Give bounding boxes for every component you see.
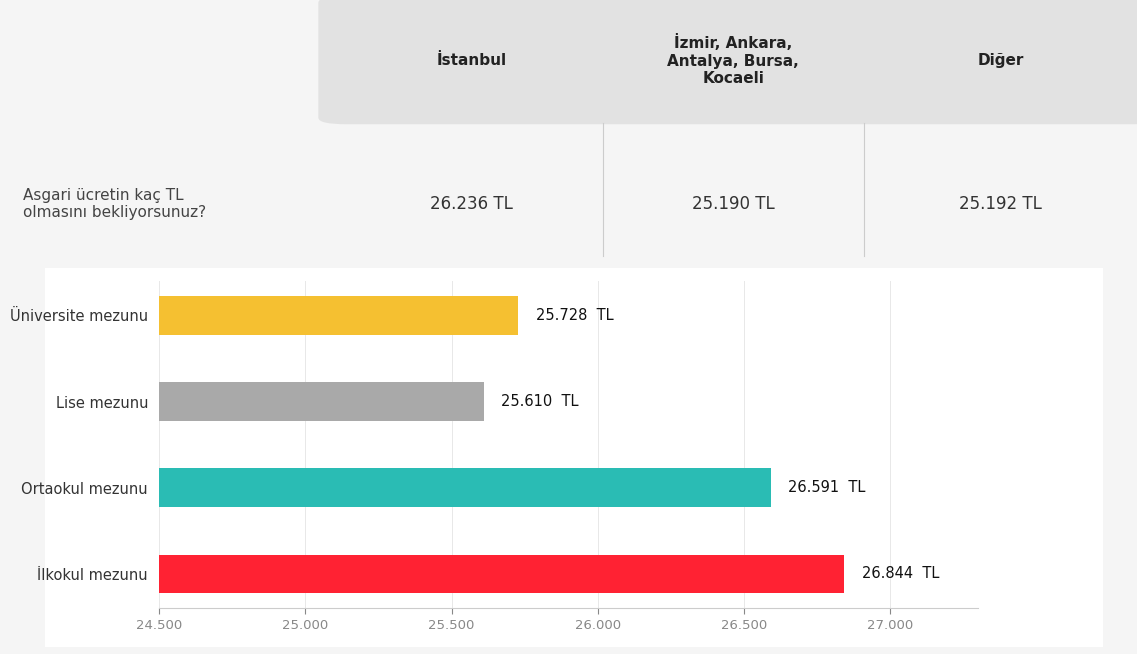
Bar: [159, 296, 518, 335]
Text: 26.236 TL: 26.236 TL: [431, 195, 513, 213]
Bar: [159, 468, 771, 508]
Text: 25.728  TL: 25.728 TL: [536, 308, 613, 323]
Text: 25.190 TL: 25.190 TL: [692, 195, 774, 213]
Text: 26.591  TL: 26.591 TL: [788, 480, 865, 495]
Text: 26.844  TL: 26.844 TL: [862, 566, 939, 581]
Text: 25.610  TL: 25.610 TL: [501, 394, 579, 409]
Text: Asgari ücretin kaç TL
olmasını bekliyorsunuz?: Asgari ücretin kaç TL olmasını bekliyors…: [23, 188, 206, 220]
FancyBboxPatch shape: [24, 260, 1124, 654]
Text: İstanbul: İstanbul: [437, 53, 507, 67]
Text: Diğer: Diğer: [978, 53, 1023, 67]
Text: 25.192 TL: 25.192 TL: [960, 195, 1041, 213]
Bar: [159, 555, 845, 593]
FancyBboxPatch shape: [318, 0, 1137, 124]
Text: İzmir, Ankara,
Antalya, Bursa,
Kocaeli: İzmir, Ankara, Antalya, Bursa, Kocaeli: [667, 34, 799, 86]
Bar: [159, 382, 483, 421]
